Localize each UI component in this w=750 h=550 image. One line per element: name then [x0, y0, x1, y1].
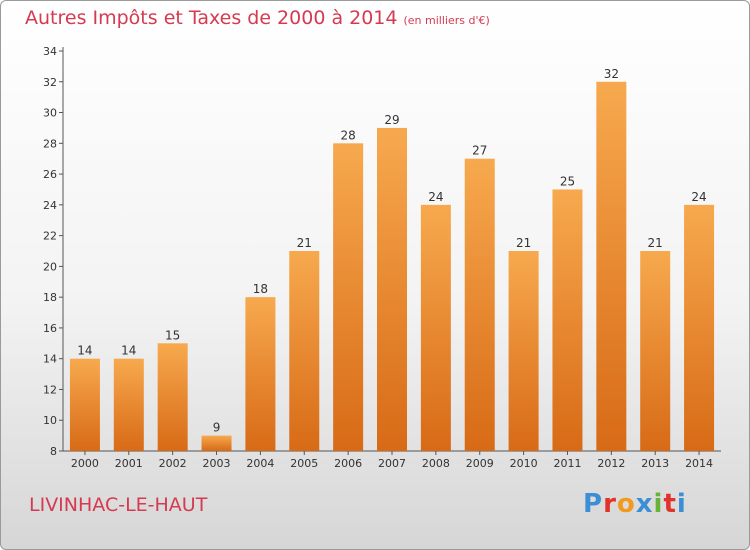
logo-letter: t — [663, 489, 677, 519]
bar — [420, 204, 451, 451]
y-tick-label: 22 — [43, 230, 57, 243]
bar-value-label: 24 — [691, 190, 706, 204]
bar-value-label: 27 — [472, 144, 487, 158]
bar-value-label: 29 — [384, 113, 399, 127]
y-tick-label: 12 — [43, 383, 57, 396]
bar — [508, 251, 539, 451]
y-tick-label: 10 — [43, 414, 57, 427]
y-tick-label: 32 — [43, 76, 57, 89]
bar — [333, 143, 364, 452]
bar — [684, 204, 715, 451]
y-tick-label: 28 — [43, 137, 57, 150]
logo-letter: P — [583, 489, 604, 519]
unit-label: (en milliers d'€) — [403, 14, 490, 27]
bar — [201, 435, 232, 451]
bar — [640, 251, 671, 451]
y-tick-label: 26 — [43, 168, 57, 181]
bar-value-label: 18 — [253, 282, 268, 296]
x-tick-label: 2008 — [422, 457, 450, 470]
bar-value-label: 32 — [604, 67, 619, 81]
chart-title: Autres Impôts et Taxes de 2000 à 2014 (en… — [25, 7, 490, 29]
x-tick-label: 2009 — [466, 457, 494, 470]
bar — [113, 358, 144, 451]
bar — [377, 127, 407, 451]
bars — [69, 81, 715, 452]
bar-value-label: 21 — [297, 236, 312, 250]
bar — [464, 158, 495, 451]
y-tick-label: 24 — [43, 199, 57, 212]
bar-value-label: 9 — [213, 421, 221, 435]
x-tick-label: 2000 — [71, 457, 99, 470]
y-tick-label: 34 — [43, 45, 57, 58]
x-tick-label: 2011 — [553, 457, 581, 470]
y-tick-label: 20 — [43, 260, 57, 273]
logo-letter: r — [603, 489, 617, 519]
proxiti-logo: Proxiti — [583, 489, 687, 519]
commune-name: LIVINHAC-LE-HAUT — [29, 494, 208, 516]
x-tick-label: 2005 — [290, 457, 318, 470]
y-tick-label: 30 — [43, 107, 57, 120]
bar-value-label: 28 — [340, 128, 355, 142]
bar-value-label: 14 — [121, 344, 136, 358]
bar-value-label: 24 — [428, 190, 443, 204]
bar — [552, 189, 583, 451]
y-tick-label: 14 — [43, 353, 57, 366]
logo-letter: x — [635, 489, 654, 519]
bar-value-label: 25 — [560, 174, 575, 188]
bar-value-label: 21 — [648, 236, 663, 250]
x-tick-label: 2006 — [334, 457, 362, 470]
bar-value-label: 15 — [165, 328, 180, 342]
y-tick-label: 18 — [43, 291, 57, 304]
x-tick-label: 2012 — [597, 457, 625, 470]
bar-value-label: 21 — [516, 236, 531, 250]
x-tick-label: 2001 — [115, 457, 143, 470]
x-tick-label: 2003 — [203, 457, 231, 470]
labels: 14 2000 14 2001 15 2002 9 2003 18 2004 21 2005 28 200… — [71, 67, 713, 470]
bar — [245, 297, 276, 451]
logo-letter: i — [653, 489, 664, 519]
bar — [157, 343, 188, 451]
x-tick-label: 2007 — [378, 457, 406, 470]
x-tick-label: 2010 — [510, 457, 538, 470]
x-tick-label: 2002 — [159, 457, 187, 470]
x-tick-label: 2004 — [246, 457, 274, 470]
x-tick-label: 2014 — [685, 457, 713, 470]
x-tick-label: 2013 — [641, 457, 669, 470]
bar — [69, 358, 100, 451]
bar — [289, 251, 320, 451]
y-tick-label: 16 — [43, 322, 57, 335]
logo-letter: i — [676, 489, 687, 519]
y-tick-label: 8 — [50, 445, 57, 458]
logo-letter: o — [616, 489, 636, 519]
bar-value-label: 14 — [77, 344, 92, 358]
bar — [596, 81, 627, 452]
